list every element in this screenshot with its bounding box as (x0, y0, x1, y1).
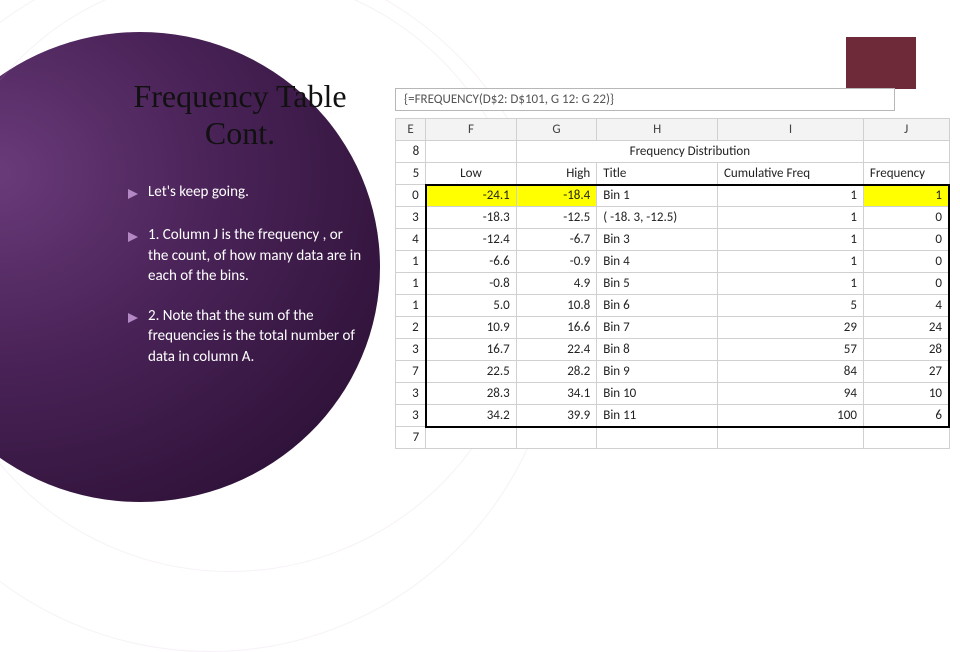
table-row: 3 16.7 22.4 Bin 8 57 28 (396, 339, 950, 361)
formula-value: {=FREQUENCY(D$2: D$101, G 12: G 22)} (395, 88, 895, 111)
bullet-list: Let's keep going. 1. Column J is the fre… (128, 182, 366, 387)
spreadsheet-table: E F G H I J 8 Frequency Distribution 5 L… (395, 118, 950, 449)
bullet-text: 2. Note that the sum of the frequencies … (148, 306, 366, 367)
col-F: F (426, 119, 517, 141)
bullet-arrow-icon (128, 228, 138, 248)
col-G: G (516, 119, 597, 141)
table-row: 0 -24.1 -18.4 Bin 1 1 1 (396, 185, 950, 207)
column-header-row: E F G H I J (396, 119, 950, 141)
bullet-item: Let's keep going. (128, 182, 366, 205)
fd-title: Frequency Distribution (516, 141, 863, 163)
hdr-high: High (516, 163, 597, 185)
table-row: 7 22.5 28.2 Bin 9 84 27 (396, 361, 950, 383)
hdr-freq: Frequency (863, 163, 949, 185)
table-row: 3 -18.3 -12.5 ( -18. 3, -12.5) 1 0 (396, 207, 950, 229)
cell-E: 8 (396, 141, 426, 163)
header-row: 5 Low High Title Cumulative Freq Frequen… (396, 163, 950, 185)
table-row: 1 -6.6 -0.9 Bin 4 1 0 (396, 251, 950, 273)
col-I: I (718, 119, 864, 141)
spreadsheet: E F G H I J 8 Frequency Distribution 5 L… (395, 118, 950, 449)
cell-E: 5 (396, 163, 426, 185)
col-H: H (597, 119, 718, 141)
bullet-arrow-icon (128, 185, 138, 205)
table-row: 3 28.3 34.1 Bin 10 94 10 (396, 383, 950, 405)
col-E: E (396, 119, 426, 141)
col-J: J (863, 119, 949, 141)
table-row: 4 -12.4 -6.7 Bin 3 1 0 (396, 229, 950, 251)
formula-bar: {=FREQUENCY(D$2: D$101, G 12: G 22)} (395, 88, 950, 111)
bullet-arrow-icon (128, 309, 138, 329)
bullet-item: 1. Column J is the frequency , or the co… (128, 225, 366, 286)
table-row: 2 10.9 16.6 Bin 7 29 24 (396, 317, 950, 339)
slide-title: Frequency Table Cont. (120, 78, 360, 152)
slide: Frequency Table Cont. Let's keep going. … (0, 0, 960, 540)
accent-block (846, 37, 916, 89)
fd-title-row: 8 Frequency Distribution (396, 141, 950, 163)
table-row: 7 (396, 427, 950, 449)
bullet-item: 2. Note that the sum of the frequencies … (128, 306, 366, 367)
table-row: 1 5.0 10.8 Bin 6 5 4 (396, 295, 950, 317)
table-row: 1 -0.8 4.9 Bin 5 1 0 (396, 273, 950, 295)
hdr-low: Low (426, 163, 517, 185)
hdr-cum: Cumulative Freq (718, 163, 864, 185)
hdr-title: Title (597, 163, 718, 185)
table-row: 3 34.2 39.9 Bin 11 100 6 (396, 405, 950, 427)
bullet-text: 1. Column J is the frequency , or the co… (148, 225, 366, 286)
bullet-text: Let's keep going. (148, 182, 249, 202)
